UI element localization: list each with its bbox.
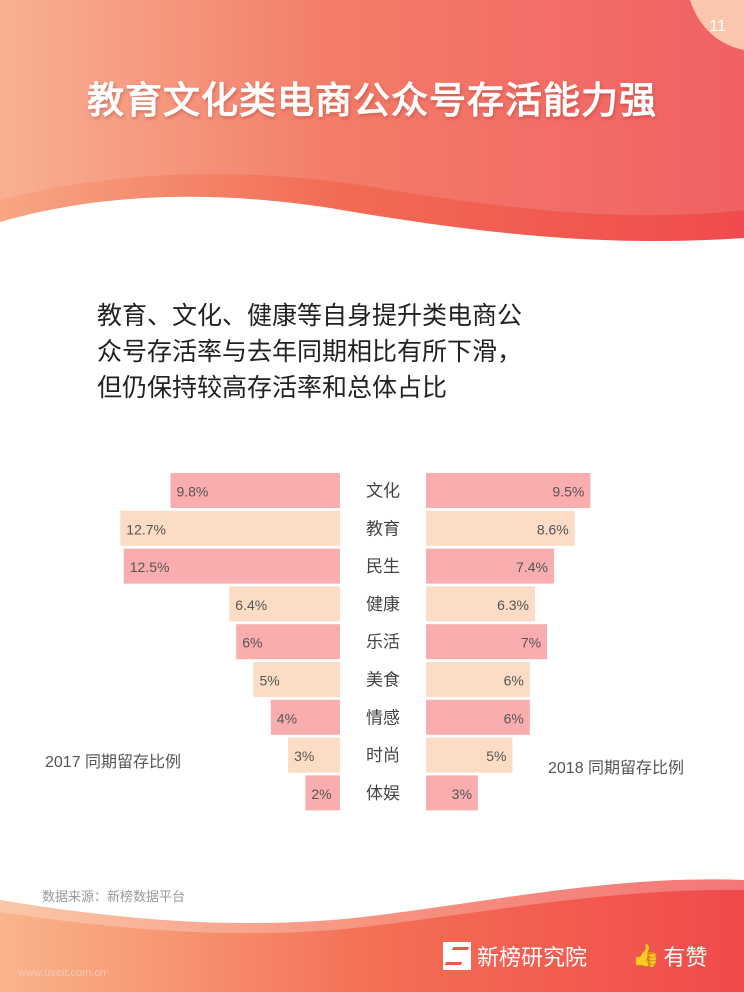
data-label-2018: 9.5% <box>552 484 584 500</box>
bar-2018 <box>426 586 535 622</box>
data-label-2017: 6.4% <box>235 597 267 613</box>
category-label: 健康 <box>366 595 400 615</box>
bar-2018 <box>426 662 530 697</box>
category-label: 文化 <box>366 482 400 502</box>
data-label-2018: 8.6% <box>537 521 569 537</box>
bar-2017 <box>229 586 340 622</box>
data-label-2017: 2% <box>311 786 331 802</box>
category-label: 时尚 <box>366 746 400 766</box>
data-label-2018: 7.4% <box>516 559 548 575</box>
data-label-2018: 3% <box>452 786 472 802</box>
bar-2017 <box>123 548 340 584</box>
data-label-2017: 6% <box>242 635 262 651</box>
bar-2018 <box>426 624 548 660</box>
category-label: 民生 <box>366 557 400 577</box>
bar-2018 <box>426 473 591 508</box>
bar-2017 <box>305 775 340 811</box>
data-label-2017: 4% <box>277 710 297 726</box>
bar-2018 <box>426 699 530 735</box>
data-label-2017: 5% <box>260 673 280 689</box>
series-label-2018: 2018 同期留存比例 <box>548 760 685 777</box>
category-label: 体娱 <box>366 784 400 804</box>
bar-2017 <box>270 699 340 735</box>
category-label: 乐活 <box>366 633 400 653</box>
data-label-2018: 6.3% <box>497 597 529 613</box>
subtitle-line: 但仍保持较高存活率和总体占比 <box>97 373 448 402</box>
data-label-2018: 5% <box>486 748 506 764</box>
category-label: 情感 <box>366 708 400 728</box>
bar-2017 <box>253 662 340 697</box>
subtitle-line: 众号存活率与去年同期相比有所下滑， <box>97 337 523 366</box>
bar-2017 <box>120 510 340 546</box>
bar-2018 <box>426 775 478 811</box>
brand-youzan: 👍 有赞 <box>632 940 707 972</box>
page-title: 教育文化类电商公众号存活能力强 <box>87 79 657 122</box>
brand-name: 新榜研究院 <box>477 946 588 971</box>
data-label-2018: 6% <box>504 710 524 726</box>
bar-2018 <box>426 737 513 773</box>
data-label-2018: 6% <box>504 673 524 689</box>
bar-2018 <box>426 510 575 546</box>
series-label-2017: 2017 同期留存比例 <box>45 754 182 771</box>
bar-2017 <box>236 624 340 660</box>
data-label-2017: 12.5% <box>130 559 170 575</box>
data-label-2017: 9.8% <box>176 484 208 500</box>
subtitle: 教育、文化、健康等自身提升类电商公 众号存活率与去年同期相比有所下滑， 但仍保持… <box>97 298 657 406</box>
page-number: 11 <box>709 18 726 35</box>
data-label-2017: 3% <box>294 748 314 764</box>
bar-2017 <box>170 473 340 508</box>
brand-xinbang: 新榜研究院 <box>443 940 587 972</box>
bar-2018 <box>426 548 555 584</box>
data-label-2017: 12.7% <box>126 521 166 537</box>
xinbang-logo-icon <box>443 942 471 970</box>
thumbs-up-icon: 👍 <box>632 943 660 969</box>
watermark: www.useit.com.cn <box>18 967 107 979</box>
subtitle-line: 教育、文化、健康等自身提升类电商公 <box>97 301 523 330</box>
survival-rate-chart: 9.8% 9.5% 文化 12.7% 8.6% 教育 12.5% 7.4% 民生 6.4% 6.3%… <box>120 473 591 811</box>
category-label: 教育 <box>366 519 400 539</box>
bar-2017 <box>288 737 340 773</box>
category-label: 美食 <box>366 671 400 691</box>
partner-name: 有赞 <box>663 946 708 971</box>
data-source: 数据来源：新榜数据平台 <box>42 890 186 905</box>
data-label-2018: 7% <box>521 635 541 651</box>
